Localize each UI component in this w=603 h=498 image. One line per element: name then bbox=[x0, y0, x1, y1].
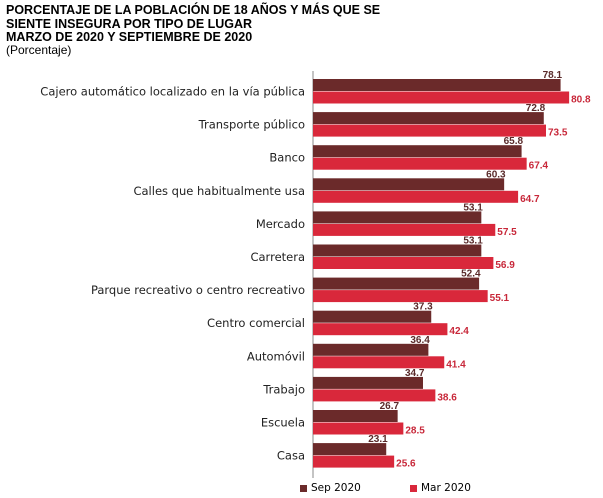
category-label-escuela: Escuela bbox=[261, 416, 305, 430]
bar-sep-2020-casa bbox=[313, 443, 387, 456]
value-label-sep-2020-automovil: 36.4 bbox=[410, 335, 430, 346]
value-label-sep-2020-banco: 65.8 bbox=[504, 136, 524, 147]
category-label-carretera: Carretera bbox=[250, 250, 305, 264]
category-label-cajero-automatico-localizado-en-la-via-publica: Cajero automático localizado en la vía p… bbox=[40, 85, 305, 99]
bar-mar-2020-centro-comercial bbox=[313, 323, 448, 336]
bar-mar-2020-cajero-automatico-localizado-en-la-via-publica bbox=[313, 91, 570, 104]
value-label-sep-2020-casa: 23.1 bbox=[368, 434, 388, 445]
value-label-mar-2020-centro-comercial: 42.4 bbox=[449, 326, 469, 337]
bar-mar-2020-transporte-publico bbox=[313, 124, 546, 137]
category-label-transporte-publico: Transporte público bbox=[198, 118, 305, 132]
legend-item-sep-2020: Sep 2020 bbox=[300, 482, 361, 494]
value-label-sep-2020-trabajo: 34.7 bbox=[405, 368, 425, 379]
value-label-mar-2020-casa: 25.6 bbox=[396, 459, 416, 470]
title-line-1: PORCENTAJE DE LA POBLACIÓN DE 18 AÑOS Y … bbox=[6, 3, 381, 17]
value-label-mar-2020-cajero-automatico-localizado-en-la-via-publica: 80.8 bbox=[571, 95, 591, 106]
bar-mar-2020-mercado bbox=[313, 223, 496, 236]
bar-sep-2020-calles-que-habitualmente-usa bbox=[313, 178, 505, 191]
value-label-sep-2020-centro-comercial: 37.3 bbox=[413, 302, 433, 313]
value-label-mar-2020-banco: 67.4 bbox=[529, 161, 549, 172]
value-label-mar-2020-calles-que-habitualmente-usa: 64.7 bbox=[520, 194, 540, 205]
bar-mar-2020-trabajo bbox=[313, 389, 436, 402]
legend-label-sep-2020: Sep 2020 bbox=[311, 482, 361, 494]
value-label-mar-2020-escuela: 28.5 bbox=[405, 426, 425, 437]
bar-mar-2020-automovil bbox=[313, 356, 445, 369]
category-label-casa: Casa bbox=[277, 449, 305, 463]
value-label-mar-2020-parque-recreativo-o-centro-recreativo: 55.1 bbox=[490, 293, 510, 304]
value-label-mar-2020-mercado: 57.5 bbox=[497, 227, 517, 238]
chart-title: PORCENTAJE DE LA POBLACIÓN DE 18 AÑOS Y … bbox=[6, 3, 381, 45]
category-label-mercado: Mercado bbox=[256, 217, 305, 231]
value-label-mar-2020-trabajo: 38.6 bbox=[437, 392, 457, 403]
bar-sep-2020-trabajo bbox=[313, 376, 423, 389]
bar-chart: Cajero automático localizado en la vía p… bbox=[40, 70, 591, 478]
chart-subtitle: (Porcentaje) bbox=[6, 43, 72, 57]
bar-mar-2020-carretera bbox=[313, 257, 494, 269]
legend-swatch-sep-2020 bbox=[300, 484, 307, 492]
bar-mar-2020-casa bbox=[313, 455, 395, 468]
legend-label-mar-2020: Mar 2020 bbox=[421, 482, 471, 494]
value-label-sep-2020-mercado: 53.1 bbox=[463, 202, 483, 213]
value-label-sep-2020-transporte-publico: 72.8 bbox=[526, 103, 546, 114]
bar-sep-2020-mercado bbox=[313, 211, 482, 224]
bar-sep-2020-parque-recreativo-o-centro-recreativo bbox=[313, 277, 480, 290]
value-label-sep-2020-carretera: 53.1 bbox=[463, 236, 483, 247]
category-label-automovil: Automóvil bbox=[247, 349, 305, 363]
bar-sep-2020-cajero-automatico-localizado-en-la-via-publica bbox=[313, 79, 561, 91]
legend-item-mar-2020: Mar 2020 bbox=[410, 482, 471, 494]
value-label-sep-2020-parque-recreativo-o-centro-recreativo: 52.4 bbox=[461, 269, 481, 280]
bar-sep-2020-banco bbox=[313, 145, 522, 158]
category-label-banco: Banco bbox=[269, 151, 305, 165]
legend-swatch-mar-2020 bbox=[410, 484, 417, 492]
bar-sep-2020-automovil bbox=[313, 343, 429, 356]
bar-sep-2020-carretera bbox=[313, 244, 482, 257]
value-label-mar-2020-automovil: 41.4 bbox=[446, 359, 466, 370]
category-label-calles-que-habitualmente-usa: Calles que habitualmente usa bbox=[133, 184, 305, 198]
bar-sep-2020-transporte-publico bbox=[313, 112, 544, 125]
title-line-3: MARZO DE 2020 Y SEPTIEMBRE DE 2020 bbox=[6, 30, 253, 44]
value-label-mar-2020-transporte-publico: 73.5 bbox=[548, 128, 568, 139]
bar-sep-2020-escuela bbox=[313, 410, 398, 422]
value-label-sep-2020-calles-que-habitualmente-usa: 60.3 bbox=[486, 169, 506, 180]
bar-mar-2020-calles-que-habitualmente-usa bbox=[313, 190, 519, 203]
category-label-parque-recreativo-o-centro-recreativo: Parque recreativo o centro recreativo bbox=[91, 283, 305, 297]
value-label-sep-2020-escuela: 26.7 bbox=[380, 401, 400, 412]
value-label-sep-2020-cajero-automatico-localizado-en-la-via-publica: 78.1 bbox=[543, 70, 563, 81]
bar-mar-2020-banco bbox=[313, 157, 527, 170]
bar-mar-2020-parque-recreativo-o-centro-recreativo bbox=[313, 290, 488, 303]
bar-mar-2020-escuela bbox=[313, 422, 404, 435]
value-label-mar-2020-carretera: 56.9 bbox=[495, 260, 515, 271]
bar-sep-2020-centro-comercial bbox=[313, 310, 432, 323]
category-label-trabajo: Trabajo bbox=[262, 382, 305, 396]
category-label-centro-comercial: Centro comercial bbox=[207, 316, 305, 330]
title-line-2: SIENTE INSEGURA POR TIPO DE LUGAR bbox=[6, 16, 253, 31]
